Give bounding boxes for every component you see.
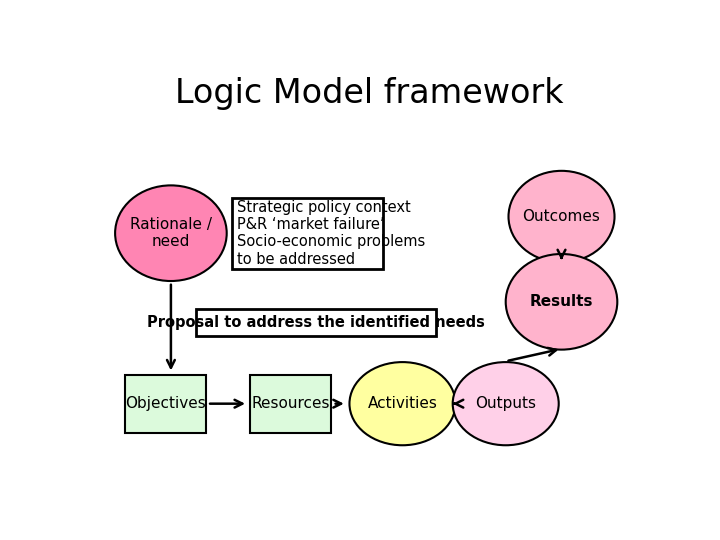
Ellipse shape bbox=[508, 171, 615, 262]
Text: Outputs: Outputs bbox=[475, 396, 536, 411]
FancyBboxPatch shape bbox=[196, 309, 436, 336]
Text: Resources: Resources bbox=[251, 396, 330, 411]
FancyBboxPatch shape bbox=[125, 375, 206, 433]
Text: Objectives: Objectives bbox=[125, 396, 206, 411]
Text: Results: Results bbox=[530, 294, 593, 309]
Text: Strategic policy context
P&R ‘market failure’
Socio-economic problems
to be addr: Strategic policy context P&R ‘market fai… bbox=[237, 200, 425, 267]
Text: Proposal to address the identified needs: Proposal to address the identified needs bbox=[147, 315, 485, 330]
Text: Logic Model framework: Logic Model framework bbox=[175, 77, 563, 110]
FancyBboxPatch shape bbox=[251, 375, 331, 433]
Text: Rationale /
need: Rationale / need bbox=[130, 217, 212, 249]
Ellipse shape bbox=[453, 362, 559, 446]
Ellipse shape bbox=[505, 254, 617, 349]
FancyBboxPatch shape bbox=[233, 198, 383, 268]
Text: Outcomes: Outcomes bbox=[523, 209, 600, 224]
Ellipse shape bbox=[115, 185, 227, 281]
Text: Activities: Activities bbox=[367, 396, 438, 411]
Ellipse shape bbox=[349, 362, 456, 446]
